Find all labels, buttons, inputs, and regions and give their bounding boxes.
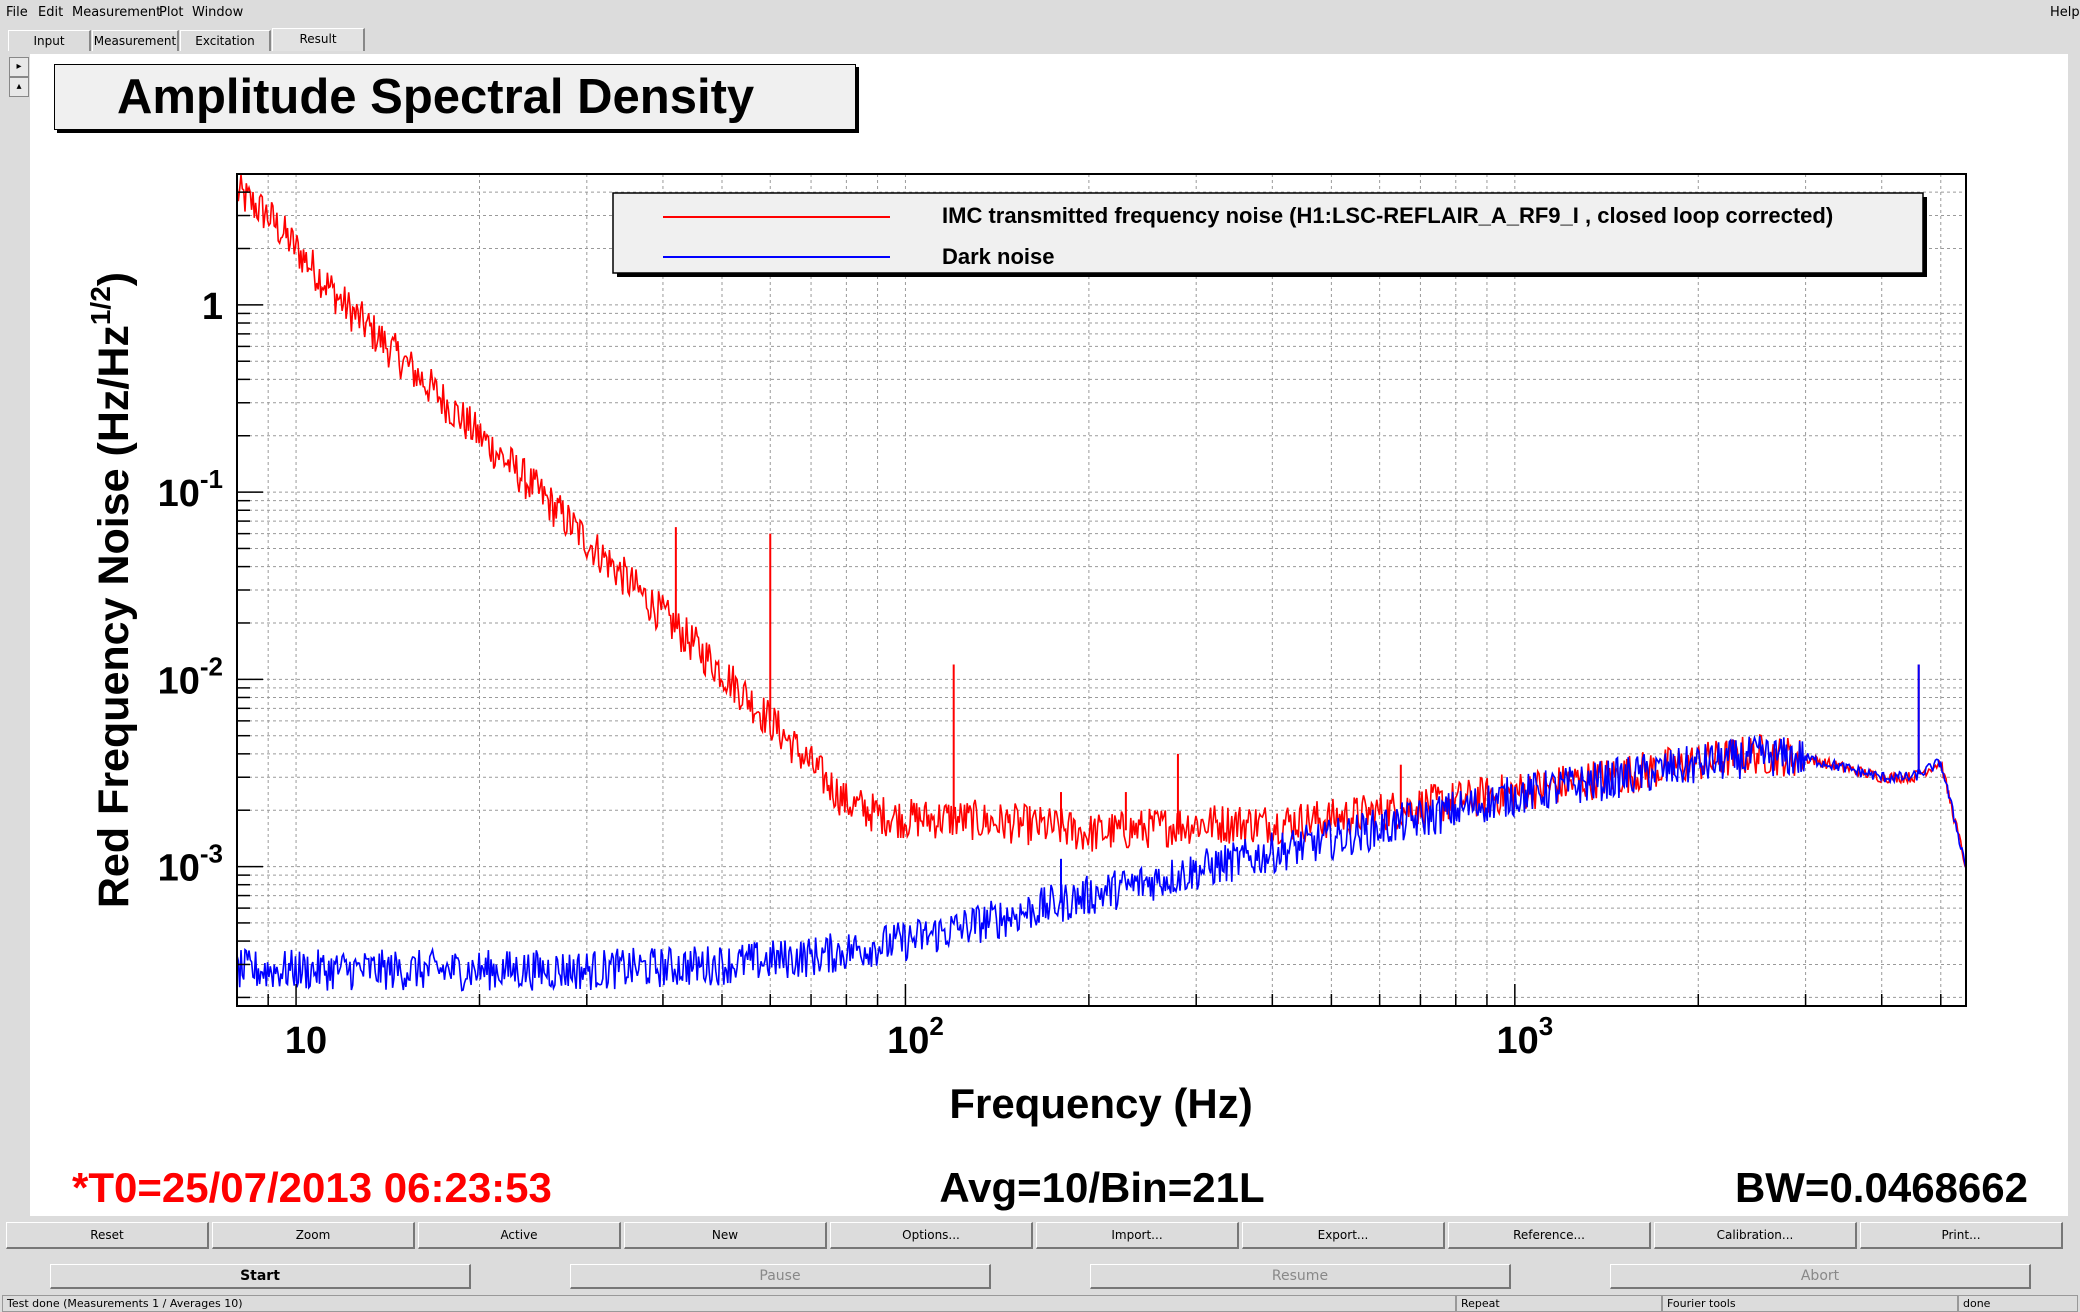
x-tick-label-exponent: 3	[1539, 1011, 1553, 1041]
zoom-button[interactable]: Zoom	[212, 1222, 415, 1249]
plot-panel: Amplitude Spectral Density 10 102 103 1 10-1…	[30, 54, 2068, 1216]
y-tick-label-exponent: -3	[200, 839, 223, 869]
tab-excitation[interactable]: Excitation	[180, 30, 271, 51]
chart-grid	[237, 174, 1966, 1006]
chart-curves	[236, 174, 1967, 992]
menu-edit[interactable]: Edit	[38, 5, 64, 20]
scroll-up-icon[interactable]: ▴	[9, 77, 29, 97]
plot-title: Amplitude Spectral Density	[117, 70, 755, 124]
status-repeat: Repeat	[1456, 1295, 1662, 1312]
legend-label-series2: Dark noise	[942, 244, 1055, 269]
menu-help[interactable]: Help	[2050, 5, 2080, 20]
y-tick-label-base: 10	[158, 473, 200, 515]
x-tick-label: 103	[1496, 1011, 1553, 1062]
average-info: Avg=10/Bin=21L	[939, 1164, 1264, 1211]
y-tick-label-base: 1	[202, 286, 223, 328]
y-tick-label-base: 10	[158, 848, 200, 890]
y-tick-label: 10-2	[158, 651, 223, 702]
menu-measurement[interactable]: Measurement	[72, 5, 162, 20]
series-line-2	[236, 734, 1967, 992]
legend: IMC transmitted frequency noise (H1:LSC-…	[612, 192, 1927, 277]
reference-button[interactable]: Reference...	[1448, 1222, 1651, 1249]
x-tick-label-base: 10	[285, 1020, 327, 1062]
pause-button[interactable]: Pause	[570, 1264, 991, 1289]
abort-button[interactable]: Abort	[1610, 1264, 2031, 1289]
menu-plot[interactable]: Plot	[159, 5, 184, 20]
status-bar: Test done (Measurements 1 / Averages 10)…	[0, 1294, 2080, 1312]
import-button[interactable]: Import...	[1036, 1222, 1239, 1249]
start-button[interactable]: Start	[50, 1264, 471, 1289]
print-button[interactable]: Print...	[1860, 1222, 2063, 1249]
tab-bar: Input Measurement Excitation Result	[0, 28, 2080, 52]
y-tick-label: 10-1	[158, 464, 223, 515]
tab-measurement[interactable]: Measurement	[92, 30, 179, 51]
menu-window[interactable]: Window	[192, 5, 244, 20]
x-axis-label: Frequency (Hz)	[949, 1080, 1252, 1127]
x-tick-label: 10	[285, 1020, 327, 1062]
scroll-right-icon[interactable]: ▸	[9, 57, 29, 77]
new-button[interactable]: New	[624, 1222, 827, 1249]
reset-button[interactable]: Reset	[6, 1222, 209, 1249]
legend-box	[612, 192, 1924, 274]
status-done: done	[1958, 1295, 2078, 1312]
y-tick-label-exponent: -1	[200, 464, 223, 494]
resume-button[interactable]: Resume	[1090, 1264, 1511, 1289]
x-tick-label-exponent: 2	[929, 1011, 943, 1041]
menu-file[interactable]: File	[6, 5, 28, 20]
calibration-button[interactable]: Calibration...	[1654, 1222, 1857, 1249]
x-tick-label-base: 10	[887, 1020, 929, 1062]
t0-timestamp: *T0=25/07/2013 06:23:53	[72, 1164, 552, 1211]
x-tick-label: 102	[887, 1011, 944, 1062]
menu-bar: File Edit Measurement Plot Window Help	[0, 0, 2080, 26]
tab-result[interactable]: Result	[272, 28, 365, 51]
y-axis-label: Red Frequency Noise (Hz/Hz1/2)	[85, 272, 138, 908]
status-main: Test done (Measurements 1 / Averages 10)	[2, 1295, 1456, 1312]
active-button[interactable]: Active	[418, 1222, 621, 1249]
options-button[interactable]: Options...	[830, 1222, 1033, 1249]
bandwidth-info: BW=0.0468662	[1735, 1164, 2028, 1211]
legend-label-series1: IMC transmitted frequency noise (H1:LSC-…	[942, 203, 1833, 228]
x-tick-label-base: 10	[1496, 1020, 1538, 1062]
status-fourier: Fourier tools	[1662, 1295, 1958, 1312]
y-tick-label: 10-3	[158, 839, 223, 890]
y-tick-label-exponent: -2	[200, 651, 223, 681]
tab-input[interactable]: Input	[8, 30, 91, 51]
y-tick-label: 1	[202, 286, 223, 328]
y-tick-label-base: 10	[158, 660, 200, 702]
chart-ticks	[237, 191, 1942, 1006]
plot-title-box: Amplitude Spectral Density	[54, 64, 856, 130]
export-button[interactable]: Export...	[1242, 1222, 1445, 1249]
control-button-row: Reset Zoom Active New Options... Import.…	[6, 1222, 2072, 1249]
